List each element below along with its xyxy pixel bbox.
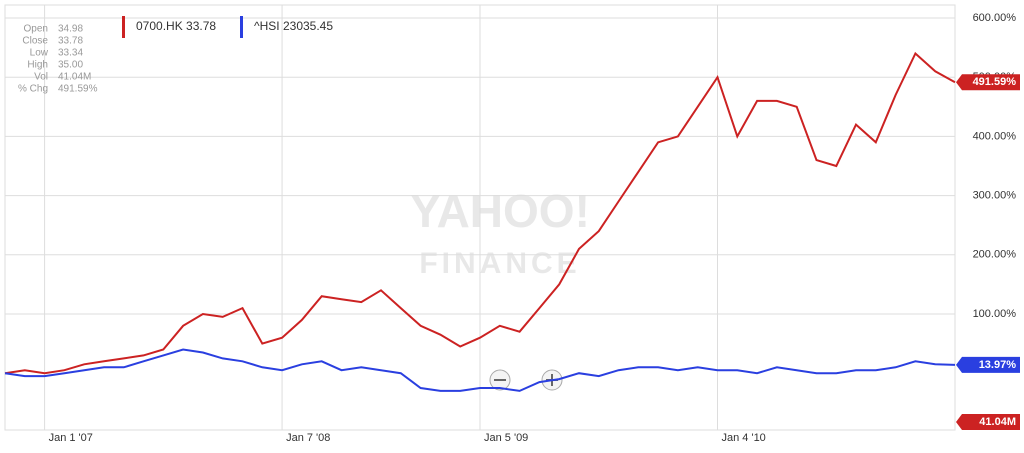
info-value: 33.78	[58, 36, 83, 47]
line	[4, 348, 956, 392]
last-tag	[956, 74, 1020, 91]
y-tick-label: 300.00%	[973, 190, 1017, 202]
info-label: Open	[24, 24, 48, 35]
y-tick-label: 400.00%	[973, 130, 1017, 142]
zoom-out[interactable]	[489, 369, 511, 391]
legend-swatch	[122, 16, 125, 38]
x-tick-label: Jan 5 '09	[484, 432, 528, 444]
x-tick-label: Jan 7 '08	[286, 432, 330, 444]
info-value: 41.04M	[58, 72, 91, 83]
x-tick-label: Jan 1 '07	[49, 432, 93, 444]
info-panel: Open 34.98 Close 33.78 Low 33.34 High 35.00 Vol 4…	[18, 24, 98, 95]
legend-label: 0700.HK 33.78	[136, 19, 216, 33]
info-value: 491.59%	[58, 84, 98, 95]
info-value: 33.34	[58, 48, 83, 59]
watermark: YAHOO!	[410, 185, 590, 237]
volume-label: 41.04M	[979, 416, 1016, 428]
info-label: Close	[22, 36, 48, 47]
info-label: % Chg	[18, 84, 48, 95]
info-label: Low	[30, 48, 49, 59]
last-tag	[956, 356, 1020, 373]
line	[4, 51, 956, 375]
watermark: FINANCE	[419, 247, 580, 280]
y-tick-label: 600.00%	[973, 12, 1017, 24]
volume-tag	[956, 414, 1020, 430]
info-value: 35.00	[58, 60, 83, 71]
legend-label: ^HSI 23035.45	[254, 19, 333, 33]
last-label: 13.97%	[979, 359, 1017, 371]
info-label: High	[27, 60, 48, 71]
legend-swatch	[240, 16, 243, 38]
info-label: Vol	[34, 72, 48, 83]
last-label: 491.59%	[973, 76, 1017, 88]
x-tick-label: Jan 4 '10	[722, 432, 766, 444]
y-tick-label: 200.00%	[973, 249, 1017, 261]
info-value: 34.98	[58, 24, 83, 35]
y-tick-label: 100.00%	[973, 308, 1017, 320]
